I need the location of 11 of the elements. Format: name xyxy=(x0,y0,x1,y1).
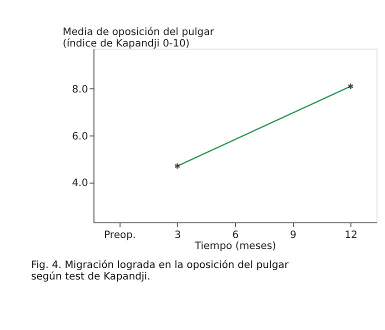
x-tick-label: 12 xyxy=(344,230,358,241)
y-tick-label: 6.0 xyxy=(72,131,88,142)
y-axis-title: Media de oposición del pulgar (índice de Kapandji 0-10) xyxy=(62,26,215,50)
x-tick-label: 3 xyxy=(174,230,181,241)
x-tick-label: 6 xyxy=(232,230,239,241)
x-axis-title: Tiempo (meses) xyxy=(194,240,276,252)
y-tick-label: 4.0 xyxy=(72,178,88,190)
x-tick-label: Preop. xyxy=(104,230,136,241)
y-tick-label: 8.0 xyxy=(72,84,88,96)
caption: Fig. 4. Migración lograda en la oposición del pulgar según test de Kapandji. xyxy=(31,258,290,283)
x-tick-label: 9 xyxy=(290,230,296,241)
